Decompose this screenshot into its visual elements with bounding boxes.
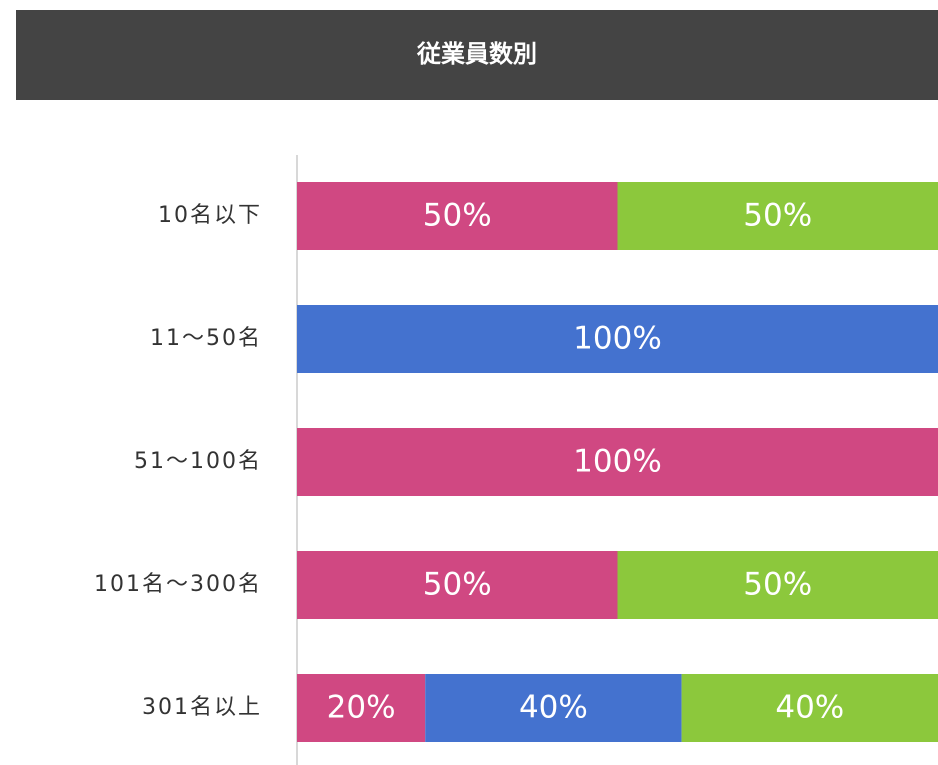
bar-segment	[681, 674, 938, 742]
bar-segment	[297, 674, 426, 742]
bar-segment	[297, 428, 938, 496]
value-label: 50%	[743, 567, 812, 603]
chart-title: 従業員数別	[416, 40, 537, 68]
category-label: 301名以上	[142, 695, 262, 720]
value-label: 100%	[573, 444, 662, 480]
category-label: 10名以下	[158, 203, 262, 228]
value-label: 20%	[327, 690, 396, 726]
value-label: 40%	[519, 690, 588, 726]
header-bar	[16, 10, 938, 100]
value-label: 100%	[573, 321, 662, 357]
bar-segment	[425, 674, 682, 742]
category-label: 11～50名	[150, 326, 262, 351]
bar-segment	[617, 551, 938, 619]
bar-segment	[297, 551, 618, 619]
bar-segment	[297, 182, 618, 250]
category-label: 101名～300名	[94, 572, 262, 597]
bar-segment	[297, 305, 938, 373]
value-label: 40%	[775, 690, 844, 726]
value-label: 50%	[423, 567, 492, 603]
bar-segment	[617, 182, 938, 250]
value-label: 50%	[423, 198, 492, 234]
category-label: 51～100名	[134, 449, 262, 474]
value-label: 50%	[743, 198, 812, 234]
